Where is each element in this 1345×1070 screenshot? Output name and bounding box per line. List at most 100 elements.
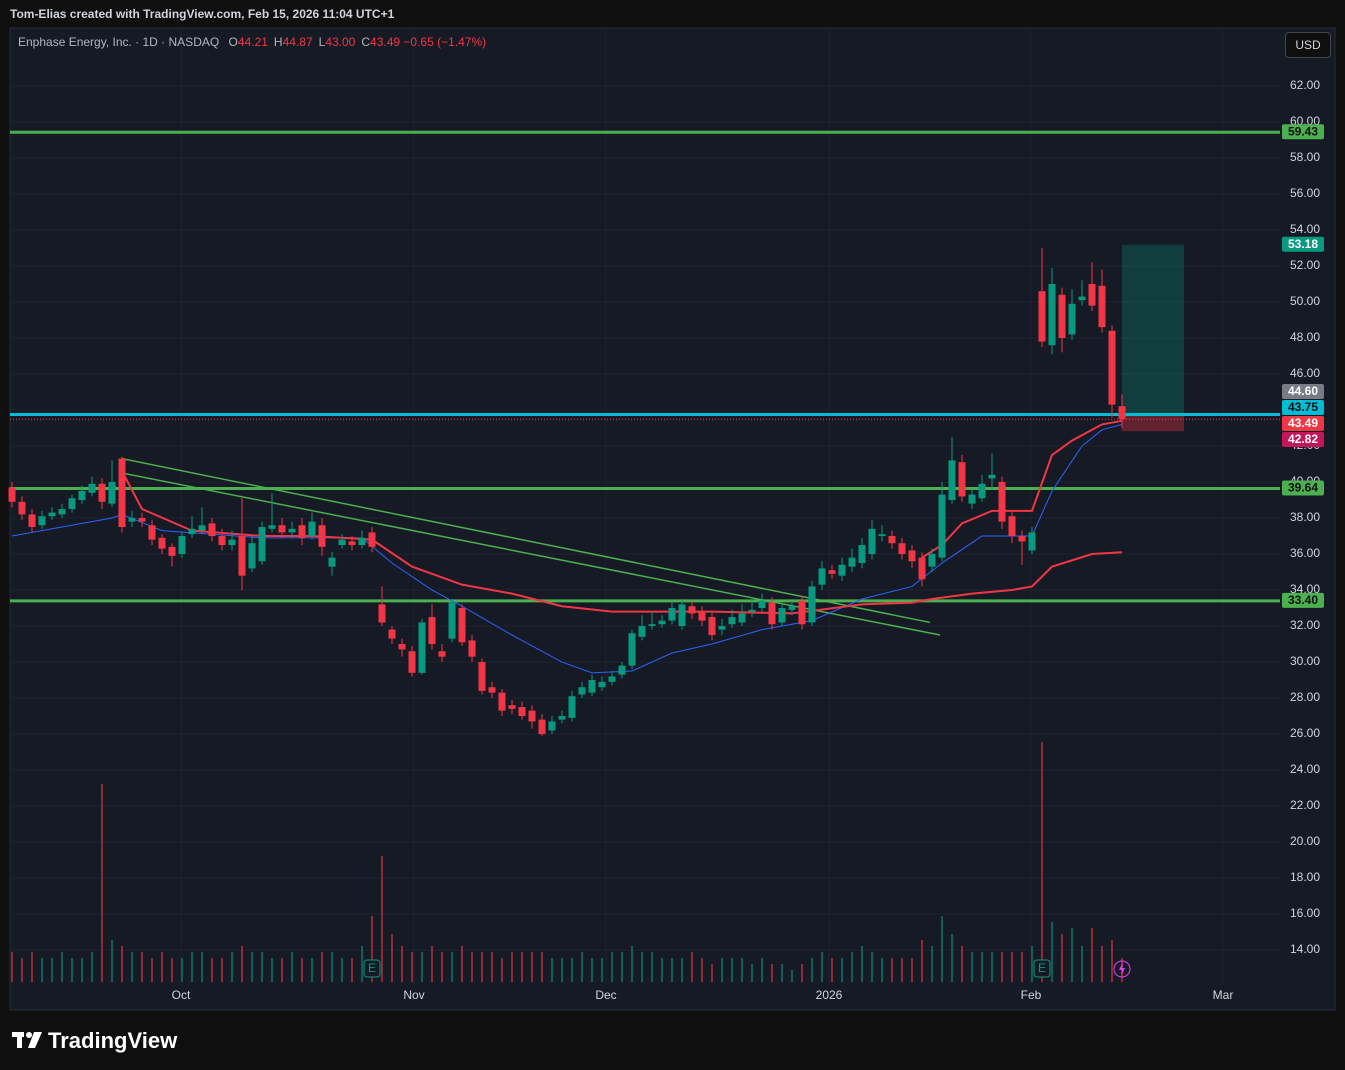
candle-body [908, 550, 916, 562]
y-tick-label: 46.00 [1290, 366, 1320, 380]
moving-average [921, 419, 1123, 559]
candle-body [888, 536, 896, 544]
volume-bar [481, 952, 483, 982]
ohlc-value: 44.87 [282, 35, 313, 49]
candle-body [418, 622, 426, 673]
candle-body [128, 518, 136, 522]
volume-bar [821, 952, 823, 982]
y-tick-label: 50.00 [1290, 294, 1320, 308]
candle-body [248, 543, 256, 569]
volume-bar [311, 958, 313, 982]
volume-bar [341, 958, 343, 982]
candle-body [558, 716, 566, 720]
volume-bar [711, 964, 713, 982]
candle-body [978, 483, 986, 499]
price-label: 59.43 [1288, 124, 1318, 138]
candle-body [798, 600, 806, 625]
volume-bar [541, 952, 543, 982]
y-tick-label: 26.00 [1290, 726, 1320, 740]
volume-bar [861, 946, 863, 982]
candle-body [288, 528, 296, 533]
volume-bar [951, 934, 953, 982]
candle-body [218, 536, 226, 546]
ohlc-key: L [318, 35, 326, 49]
volume-bar [781, 964, 783, 982]
candle-body [738, 613, 746, 623]
candle-body [1108, 330, 1116, 405]
candle-body [858, 545, 866, 564]
ohlc-key: H [273, 35, 283, 49]
x-tick-label: Mar [1213, 988, 1234, 1002]
volume-bar [991, 952, 993, 982]
candle-body [468, 640, 476, 657]
candle-body [18, 501, 26, 515]
price-label: 39.64 [1288, 481, 1318, 495]
volume-bar [891, 958, 893, 982]
volume-bar [101, 784, 103, 982]
candle-body [318, 525, 326, 547]
ohlc-value: 43.49 [370, 35, 401, 49]
volume-bar [171, 958, 173, 982]
candle-body [508, 705, 516, 709]
candle-body [618, 665, 626, 675]
volume-bar [1011, 952, 1013, 982]
x-tick-label: Feb [1021, 988, 1042, 1002]
volume-bar [71, 958, 73, 982]
candle-body [808, 586, 816, 623]
candle-body [68, 498, 76, 510]
y-tick-label: 48.00 [1290, 330, 1320, 344]
volume-bar [521, 952, 523, 982]
volume-bar [11, 952, 13, 982]
logo-mark [17, 1032, 22, 1048]
volume-bar [1091, 928, 1093, 982]
y-tick-label: 32.00 [1290, 618, 1320, 632]
volume-bar [251, 952, 253, 982]
candle-body [1098, 285, 1106, 328]
logo[interactable]: TradingView [48, 1028, 178, 1053]
volume-bar [201, 952, 203, 982]
price-label-box [1282, 480, 1324, 496]
candle-body [378, 604, 386, 623]
candle-body [628, 633, 636, 666]
volume-bar [1071, 928, 1073, 982]
trendline [121, 457, 931, 624]
candle-body [728, 617, 736, 625]
volume-bar [401, 946, 403, 982]
y-tick-label: 28.00 [1290, 690, 1320, 704]
split-icon [1113, 960, 1131, 978]
candle-body [718, 626, 726, 630]
volume-bar [271, 958, 273, 982]
volume-bar [411, 952, 413, 982]
candle-body [178, 536, 186, 555]
volume-bar [151, 958, 153, 982]
volume-bar [351, 958, 353, 982]
y-tick-label: 22.00 [1290, 798, 1320, 812]
currency-button[interactable]: USD [1285, 32, 1331, 58]
candle-body [638, 626, 646, 637]
volume-bar [771, 964, 773, 982]
volume-bar [641, 952, 643, 982]
volume-bar [361, 946, 363, 982]
candle-body [228, 539, 236, 546]
volume-bar [51, 958, 53, 982]
volume-bar [831, 958, 833, 982]
price-label: 43.75 [1288, 400, 1318, 414]
volume-bar [551, 958, 553, 982]
candle-body [1118, 406, 1126, 420]
volume-bar [931, 946, 933, 982]
volume-bar [471, 952, 473, 982]
volume-bar [811, 958, 813, 982]
volume-bar [761, 958, 763, 982]
volume-bar [751, 964, 753, 982]
event-label: E [368, 961, 376, 975]
volume-bar [661, 958, 663, 982]
volume-bar [961, 946, 963, 982]
price-label: 42.82 [1288, 432, 1318, 446]
x-tick-label: Dec [595, 988, 616, 1002]
candle-body [188, 528, 196, 535]
candle-body [448, 602, 456, 639]
change: −0.65 (−1.47%) [403, 35, 487, 49]
candle-body [1038, 291, 1046, 342]
